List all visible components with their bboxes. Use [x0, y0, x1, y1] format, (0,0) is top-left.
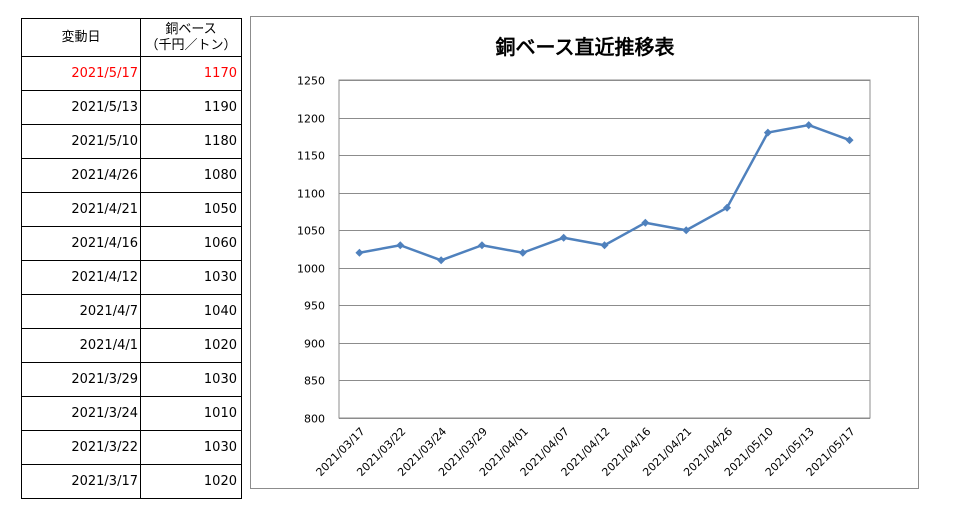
row-date: 2021/3/17 [21, 464, 141, 499]
table-row: 2021/4/7 1040 [21, 294, 242, 329]
table-header-row: 変動日 銅ベース （千円／トン） [21, 18, 242, 57]
data-point [518, 248, 527, 257]
y-tick-label: 800 [304, 413, 325, 426]
y-tick-label: 1100 [297, 188, 325, 201]
data-point [437, 256, 446, 265]
data-point [641, 218, 650, 227]
data-point [763, 128, 772, 137]
header-value-line1: 銅ベース [165, 21, 217, 37]
table-row: 2021/3/22 1030 [21, 430, 242, 465]
y-tick-label: 1050 [297, 225, 325, 238]
row-value: 1030 [140, 362, 242, 397]
table-row: 2021/4/12 1030 [21, 260, 242, 295]
row-value: 1030 [140, 260, 242, 295]
row-date: 2021/5/17 [21, 56, 141, 91]
row-value: 1190 [140, 90, 242, 125]
y-tick-label: 850 [304, 375, 325, 388]
row-value: 1030 [140, 430, 242, 465]
y-tick-label: 1200 [297, 113, 325, 126]
row-date: 2021/4/7 [21, 294, 141, 329]
row-date: 2021/5/10 [21, 124, 141, 159]
header-value-line2: （千円／トン） [145, 37, 237, 53]
price-table: 変動日 銅ベース （千円／トン） 2021/5/17 1170 2021/5/13 1… [21, 18, 242, 499]
row-value: 1170 [140, 56, 242, 91]
table-row: 2021/4/1 1020 [21, 328, 242, 363]
row-date: 2021/4/26 [21, 158, 141, 193]
table-row: 2021/3/29 1030 [21, 362, 242, 397]
y-tick-label: 1250 [297, 75, 325, 88]
data-point [845, 136, 854, 145]
data-point [804, 121, 813, 130]
table-row: 2021/3/17 1020 [21, 464, 242, 499]
y-tick-label: 950 [304, 300, 325, 313]
data-point [355, 248, 364, 257]
row-value: 1020 [140, 328, 242, 363]
data-point [396, 241, 405, 250]
header-date: 変動日 [21, 18, 141, 57]
row-value: 1060 [140, 226, 242, 261]
row-value: 1080 [140, 158, 242, 193]
table-row: 2021/4/26 1080 [21, 158, 242, 193]
row-value: 1040 [140, 294, 242, 329]
data-point [600, 241, 609, 250]
data-point [477, 241, 486, 250]
y-tick-label: 1000 [297, 263, 325, 276]
y-tick-label: 1150 [297, 150, 325, 163]
row-date: 2021/4/21 [21, 192, 141, 227]
row-value: 1050 [140, 192, 242, 227]
series-line [359, 123, 851, 262]
table-row: 2021/5/17 1170 [21, 56, 242, 91]
row-date: 2021/4/16 [21, 226, 141, 261]
table-row: 2021/3/24 1010 [21, 396, 242, 431]
row-date: 2021/4/1 [21, 328, 141, 363]
data-point [559, 233, 568, 242]
chart-title: 銅ベース直近推移表 [496, 35, 676, 59]
row-value: 1180 [140, 124, 242, 159]
line-chart: 銅ベース直近推移表 800 850 900 950 1000 1050 1100 1150 12… [297, 35, 871, 479]
row-date: 2021/4/12 [21, 260, 141, 295]
table-row: 2021/5/10 1180 [21, 124, 242, 159]
table-row: 2021/4/16 1060 [21, 226, 242, 261]
chart-area: 銅ベース直近推移表 800 850 900 950 1000 1050 1100 1150 12… [250, 16, 919, 489]
table-row: 2021/4/21 1050 [21, 192, 242, 227]
row-date: 2021/3/24 [21, 396, 141, 431]
data-point [723, 203, 732, 212]
table-row: 2021/5/13 1190 [21, 90, 242, 125]
data-point [682, 226, 691, 235]
y-tick-label: 900 [304, 338, 325, 351]
row-value: 1020 [140, 464, 242, 499]
row-date: 2021/5/13 [21, 90, 141, 125]
row-date: 2021/3/22 [21, 430, 141, 465]
row-value: 1010 [140, 396, 242, 431]
header-value: 銅ベース （千円／トン） [140, 18, 242, 57]
row-date: 2021/3/29 [21, 362, 141, 397]
